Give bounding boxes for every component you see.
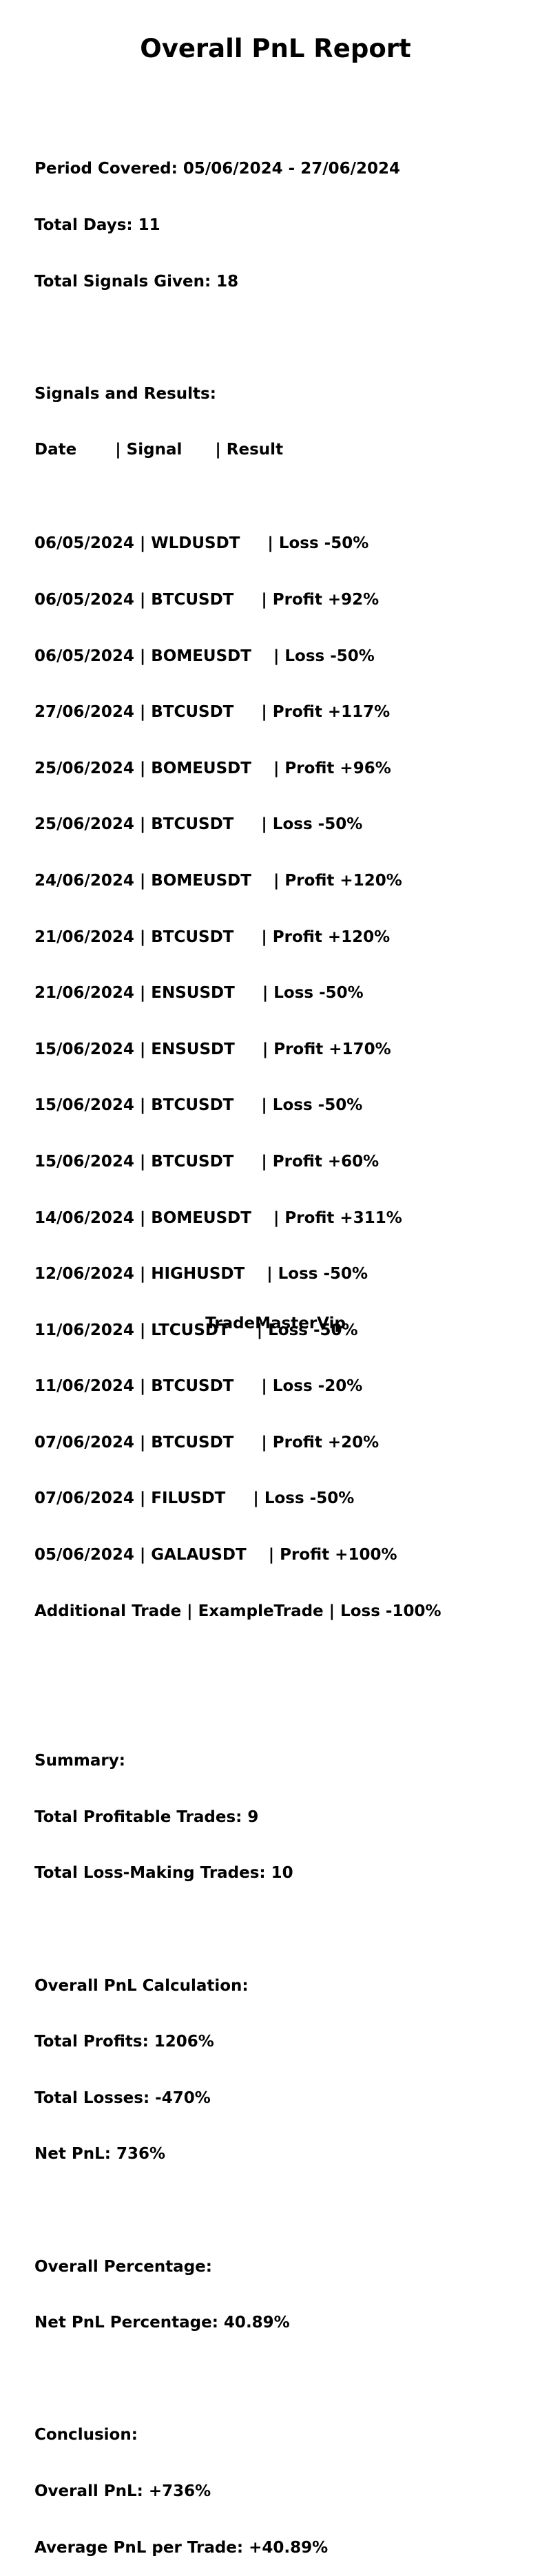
spacer (34, 2370, 530, 2389)
table-row: 06/05/2024 | BTCUSDT | Profit +92% (34, 590, 380, 609)
table-row: 12/06/2024 | HIGHUSDT | Loss -50% (34, 1265, 368, 1284)
table-row: 14/06/2024 | BOMEUSDT | Profit +311% (34, 1208, 402, 1227)
table-row: 24/06/2024 | BOMEUSDT | Profit +120% (34, 871, 402, 890)
summary-heading: Summary: (34, 1752, 125, 1770)
table-row: 25/06/2024 | BOMEUSDT | Profit +96% (34, 759, 391, 777)
spacer (34, 2201, 530, 2220)
table-row: Additional Trade | ExampleTrade | Loss -… (34, 1602, 441, 1620)
spacer (34, 1920, 530, 1939)
total-days: Total Days: 11 (34, 216, 160, 234)
table-row: 27/06/2024 | BTCUSDT | Profit +117% (34, 703, 391, 722)
table-row: 21/06/2024 | ENSUSDT | Loss -50% (34, 984, 364, 1003)
table-row: 11/06/2024 | LTCUSDT | Loss -50% (34, 1321, 358, 1339)
spacer (34, 1696, 530, 1715)
table-row: 06/05/2024 | WLDUSDT | Loss -50% (34, 534, 369, 553)
table-row: 11/06/2024 | BTCUSDT | Loss -20% (34, 1377, 363, 1396)
table-row: 06/05/2024 | BOMEUSDT | Loss -50% (34, 647, 375, 665)
total-signals: Total Signals Given: 18 (34, 272, 239, 291)
table-header: Date | Signal | Result (34, 441, 284, 459)
percentage-heading: Overall Percentage: (34, 2257, 212, 2276)
spacer (34, 328, 530, 347)
signals-table: 06/05/2024 | WLDUSDT | Loss -50% 06/05/2… (34, 497, 530, 1658)
report-body: Period Covered: 05/06/2024 - 27/06/2024 … (34, 123, 530, 2576)
table-row: 15/06/2024 | BTCUSDT | Profit +60% (34, 1152, 380, 1171)
table-row: 07/06/2024 | BTCUSDT | Profit +20% (34, 1433, 380, 1452)
footer-brand: TradeMasterVip (205, 1315, 346, 1332)
net-pnl-percentage: Net PnL Percentage: 40.89% (34, 2314, 290, 2332)
table-row: 15/06/2024 | ENSUSDT | Profit +170% (34, 1040, 391, 1058)
average-pnl: Average PnL per Trade: +40.89% (34, 2538, 329, 2557)
period-covered: Period Covered: 05/06/2024 - 27/06/2024 (34, 160, 401, 178)
total-loss-trades: Total Loss-Making Trades: 10 (34, 1864, 293, 1883)
table-row: 15/06/2024 | BTCUSDT | Loss -50% (34, 1096, 363, 1115)
total-losses: Total Losses: -470% (34, 2088, 211, 2107)
total-profitable-trades: Total Profitable Trades: 9 (34, 1808, 259, 1826)
total-profits: Total Profits: 1206% (34, 2033, 214, 2051)
overall-pnl: Overall PnL: +736% (34, 2482, 211, 2500)
conclusion-heading: Conclusion: (34, 2426, 138, 2444)
table-row: 05/06/2024 | GALAUSDT | Profit +100% (34, 1546, 397, 1564)
table-row: 07/06/2024 | FILUSDT | Loss -50% (34, 1489, 355, 1508)
report-title: Overall PnL Report (140, 34, 411, 63)
calculation-heading: Overall PnL Calculation: (34, 1976, 249, 1995)
net-pnl: Net PnL: 736% (34, 2145, 165, 2164)
table-row: 25/06/2024 | BTCUSDT | Loss -50% (34, 815, 363, 834)
signals-heading: Signals and Results: (34, 384, 216, 403)
table-row: 21/06/2024 | BTCUSDT | Profit +120% (34, 928, 391, 946)
